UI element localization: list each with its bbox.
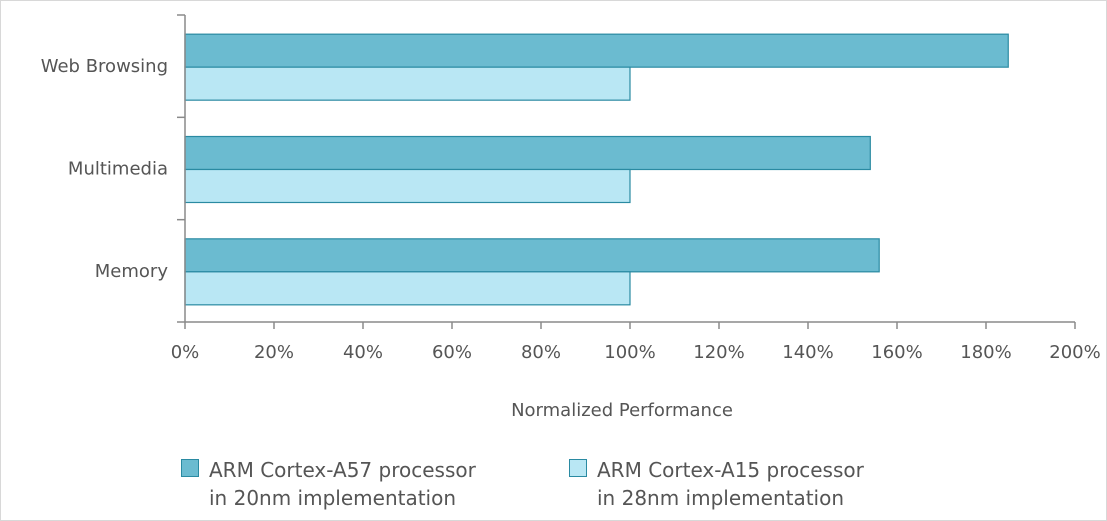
x-axis-title: Normalized Performance [511,400,733,421]
x-tick-label-140: 140% [782,342,833,363]
category-label-multimedia: Multimedia [68,159,168,180]
legend-swatch-a57 [181,459,199,477]
x-tick-label-80: 80% [521,342,561,363]
x-tick-label-160: 160% [871,342,922,363]
x-tick-label-120: 120% [693,342,744,363]
legend-label-a57: ARM Cortex-A57 processor in 20nm impleme… [209,456,476,512]
x-tick-label-60: 60% [432,342,472,363]
x-tick-label-100: 100% [604,342,655,363]
legend-label-a15-line1: ARM Cortex-A15 processor [597,458,864,482]
bar-chart: Web Browsing Multimedia Memory 0% 20% 40% 60% 8… [41,14,1101,421]
x-tick-label-200: 200% [1049,342,1100,363]
category-label-memory: Memory [95,261,169,282]
category-label-web-browsing: Web Browsing [41,56,168,77]
bar-web-browsing-series-1 [184,66,631,101]
x-tick-label-180: 180% [960,342,1011,363]
bar-web-browsing-series-0 [184,33,1009,68]
bar-multimedia-series-1 [184,168,631,204]
x-tick-label-20: 20% [254,342,294,363]
bar-multimedia-series-0 [184,135,871,171]
bar-memory-series-1 [184,271,631,306]
legend-label-a15: ARM Cortex-A15 processor in 28nm impleme… [597,456,864,512]
x-tick-label-0: 0% [171,342,200,363]
legend-label-a15-line2: in 28nm implementation [597,486,845,510]
bar-memory-series-0 [184,238,880,273]
legend-label-a57-line1: ARM Cortex-A57 processor [209,458,476,482]
legend-item-a15: ARM Cortex-A15 processor in 28nm impleme… [569,456,864,512]
legend-swatch-a15 [569,459,587,477]
legend-label-a57-line2: in 20nm implementation [209,486,457,510]
legend-item-a57: ARM Cortex-A57 processor in 20nm impleme… [181,456,476,512]
x-tick-label-40: 40% [343,342,383,363]
